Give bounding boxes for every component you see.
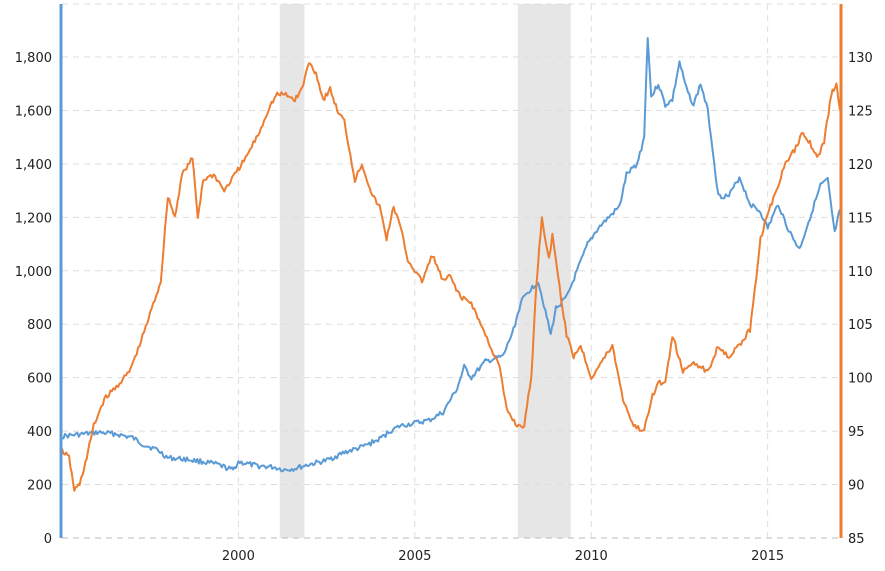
series-lines xyxy=(61,37,841,492)
x-axis-tick-label: 2015 xyxy=(751,549,784,564)
right-axis-tick-labels: 85 90 95 100 105 110 115 120 125 130 xyxy=(848,51,873,547)
left-axis-tick-label: 1,400 xyxy=(15,158,52,173)
x-axis-tick-label: 2005 xyxy=(398,549,431,564)
right-axis-tick-label: 95 xyxy=(848,425,865,440)
horizontal-gridlines xyxy=(62,3,840,539)
right-axis-tick-label: 125 xyxy=(848,104,873,119)
left-axis-tick-label: 1,800 xyxy=(15,51,52,66)
left-axis-tick-labels: 0 200 400 600 800 1,000 1,200 1,400 1,600 1,800 xyxy=(15,51,52,547)
right-axis-tick-label: 130 xyxy=(848,51,873,66)
right-axis-tick-label: 90 xyxy=(848,479,865,494)
left-axis-tick-label: 400 xyxy=(27,425,52,440)
right-axis-tick-label: 110 xyxy=(848,265,873,280)
left-axis-tick-label: 1,200 xyxy=(15,211,52,226)
right-axis-tick-label: 105 xyxy=(848,318,873,333)
left-axis-tick-label: 200 xyxy=(27,479,52,494)
left-axis-tick-label: 600 xyxy=(27,372,52,387)
left-axis-tick-label: 1,000 xyxy=(15,265,52,280)
x-axis-tick-labels: 2000 2005 2010 2015 xyxy=(222,549,784,564)
right-axis-tick-label: 100 xyxy=(848,372,873,387)
left-axis-tick-label: 800 xyxy=(27,318,52,333)
series-line-right-axis xyxy=(61,62,841,492)
series-line-left-axis xyxy=(62,37,841,473)
right-axis-tick-label: 120 xyxy=(848,158,873,173)
left-axis-tick-label: 0 xyxy=(44,532,52,547)
left-axis-tick-label: 1,600 xyxy=(15,104,52,119)
right-axis-tick-label: 115 xyxy=(848,211,873,226)
x-axis-tick-label: 2010 xyxy=(575,549,608,564)
right-axis-tick-label: 85 xyxy=(848,532,865,547)
x-axis-tick-label: 2000 xyxy=(222,549,255,564)
